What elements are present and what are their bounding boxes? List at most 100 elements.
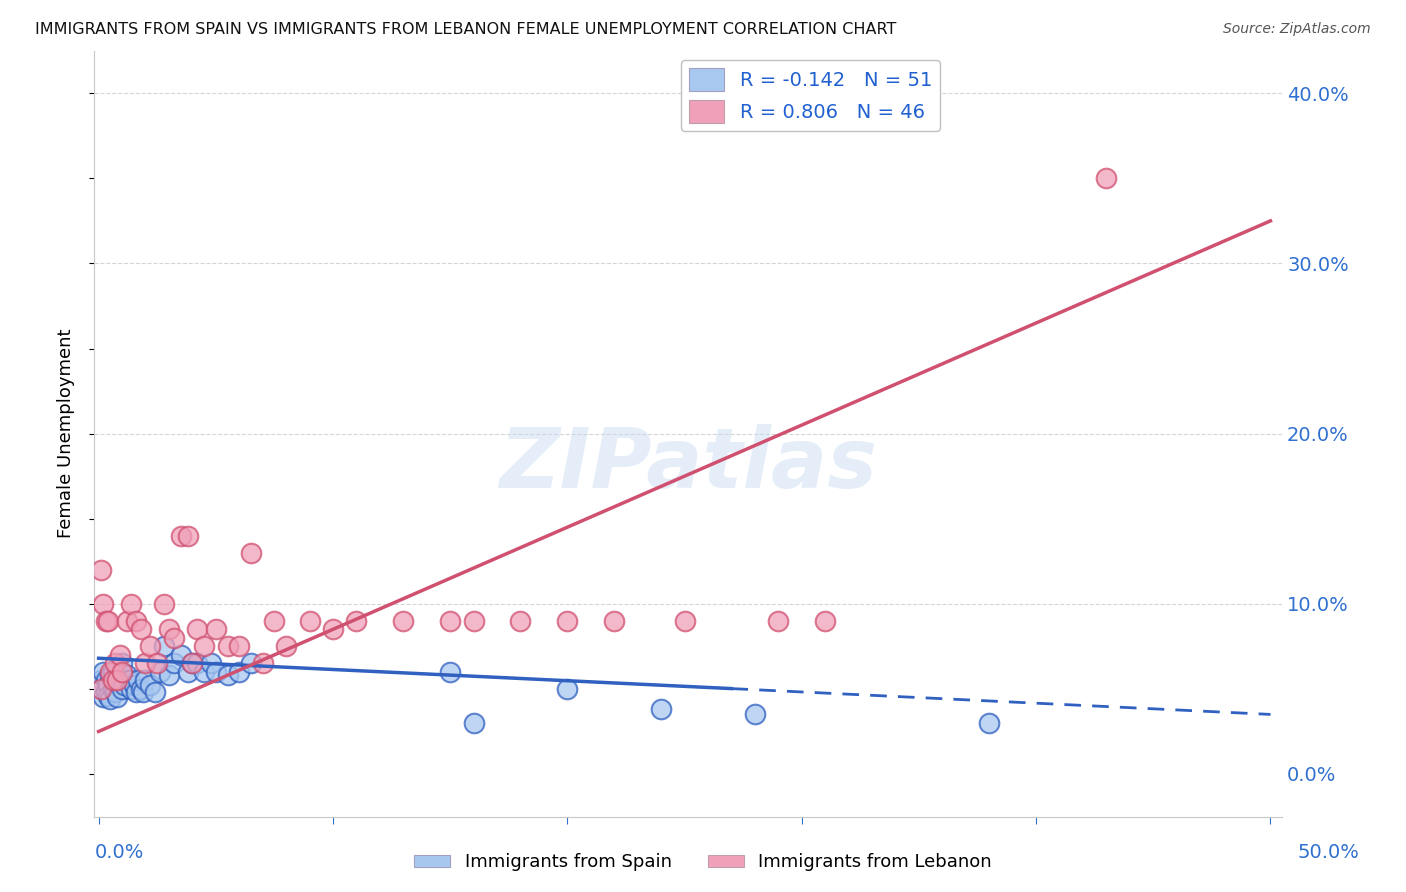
Y-axis label: Female Unemployment: Female Unemployment — [58, 329, 75, 539]
Point — [557, 614, 579, 628]
Point — [439, 665, 461, 679]
Legend: Immigrants from Spain, Immigrants from Lebanon: Immigrants from Spain, Immigrants from L… — [406, 847, 1000, 879]
Point — [157, 623, 180, 637]
Point — [162, 657, 184, 671]
Point — [744, 707, 766, 722]
Point — [105, 690, 128, 705]
Point — [204, 623, 226, 637]
Point — [94, 673, 117, 688]
Text: 0.0%: 0.0% — [94, 843, 145, 862]
Point — [298, 614, 321, 628]
Point — [112, 678, 135, 692]
Point — [217, 668, 239, 682]
Point — [557, 681, 579, 696]
Point — [94, 614, 117, 628]
Point — [200, 657, 222, 671]
Point — [129, 681, 152, 696]
Point — [322, 623, 344, 637]
Point — [90, 681, 112, 696]
Point — [186, 623, 208, 637]
Point — [143, 685, 166, 699]
Point — [98, 665, 121, 679]
Point — [650, 702, 672, 716]
Point — [104, 673, 127, 688]
Point — [239, 657, 262, 671]
Point — [603, 614, 626, 628]
Point — [169, 648, 191, 662]
Point — [105, 661, 128, 675]
Point — [91, 665, 114, 679]
Point — [193, 640, 215, 654]
Legend: R = -0.142   N = 51, R = 0.806   N = 46: R = -0.142 N = 51, R = 0.806 N = 46 — [682, 61, 939, 130]
Point — [134, 657, 156, 671]
Point — [463, 715, 485, 730]
Point — [176, 665, 198, 679]
Point — [162, 631, 184, 645]
Point — [439, 614, 461, 628]
Point — [157, 668, 180, 682]
Point — [132, 685, 155, 699]
Point — [814, 614, 837, 628]
Point — [90, 563, 112, 577]
Point — [108, 673, 131, 688]
Point — [228, 640, 250, 654]
Point — [263, 614, 285, 628]
Point — [146, 657, 169, 671]
Point — [204, 665, 226, 679]
Point — [129, 623, 152, 637]
Point — [120, 597, 142, 611]
Point — [94, 685, 117, 699]
Point — [101, 681, 124, 696]
Point — [101, 673, 124, 688]
Point — [98, 668, 121, 682]
Point — [139, 640, 162, 654]
Point — [673, 614, 696, 628]
Point — [111, 665, 134, 679]
Point — [90, 673, 112, 688]
Point — [252, 657, 274, 671]
Point — [176, 529, 198, 543]
Point — [193, 665, 215, 679]
Point — [98, 692, 121, 706]
Point — [979, 715, 1001, 730]
Point — [139, 678, 162, 692]
Point — [115, 668, 138, 682]
Point — [346, 614, 368, 628]
Text: 50.0%: 50.0% — [1298, 843, 1360, 862]
Point — [134, 673, 156, 688]
Text: IMMIGRANTS FROM SPAIN VS IMMIGRANTS FROM LEBANON FEMALE UNEMPLOYMENT CORRELATION: IMMIGRANTS FROM SPAIN VS IMMIGRANTS FROM… — [35, 22, 897, 37]
Point — [104, 685, 127, 699]
Point — [120, 681, 142, 696]
Point — [97, 614, 120, 628]
Point — [217, 640, 239, 654]
Point — [101, 665, 124, 679]
Point — [169, 529, 191, 543]
Point — [115, 614, 138, 628]
Point — [1095, 171, 1118, 186]
Point — [186, 657, 208, 671]
Point — [148, 665, 170, 679]
Text: ZIPatlas: ZIPatlas — [499, 424, 877, 505]
Point — [463, 614, 485, 628]
Point — [153, 597, 176, 611]
Point — [105, 673, 128, 688]
Point — [125, 685, 148, 699]
Point — [392, 614, 415, 628]
Point — [181, 657, 204, 671]
Point — [127, 673, 149, 688]
Point — [125, 614, 148, 628]
Point — [274, 640, 297, 654]
Point — [118, 673, 141, 688]
Point — [97, 689, 120, 703]
Point — [90, 681, 112, 696]
Point — [228, 665, 250, 679]
Point — [111, 681, 134, 696]
Point — [91, 597, 114, 611]
Point — [104, 657, 127, 671]
Point — [153, 640, 176, 654]
Point — [181, 657, 204, 671]
Point — [97, 678, 120, 692]
Point — [108, 648, 131, 662]
Point — [239, 546, 262, 560]
Point — [122, 678, 145, 692]
